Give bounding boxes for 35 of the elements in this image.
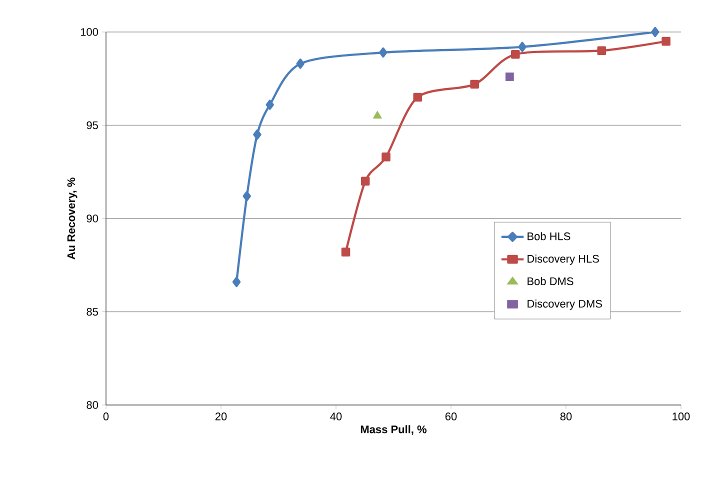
x-tick-label: 100 (672, 412, 690, 420)
y-tick-label: 100 (80, 28, 98, 36)
point (379, 47, 388, 58)
point (662, 36, 670, 46)
y-axis-title: Au Recovery, % (67, 178, 78, 260)
point (242, 191, 251, 202)
point (360, 176, 370, 186)
legend-label: Discovery DMS (528, 300, 602, 310)
point (470, 80, 479, 89)
point (341, 248, 350, 256)
point (382, 152, 390, 162)
point (296, 58, 304, 69)
legend-label: Bob HLS (528, 232, 570, 240)
y-tick-label: 85 (86, 308, 98, 316)
point (253, 129, 262, 140)
y-tick-label: 90 (86, 214, 98, 222)
y-tick-label: 95 (86, 121, 98, 130)
point (518, 42, 526, 52)
point (232, 276, 241, 288)
x-tick-label: 80 (560, 412, 572, 420)
point (505, 72, 514, 81)
legend-label: Bob DMS (528, 277, 574, 286)
x-tick-label: 40 (330, 412, 342, 420)
legend-label: Discovery HLS (528, 254, 599, 265)
point (266, 100, 274, 110)
x-tick-label: 0 (103, 412, 109, 420)
point (597, 46, 606, 56)
point (651, 26, 660, 38)
point (413, 92, 422, 102)
x-axis-title: Mass Pull, % (360, 425, 427, 435)
x-tick-label: 60 (445, 412, 457, 420)
y-tick-label: 80 (86, 401, 98, 409)
point (511, 50, 520, 59)
x-tick-label: 20 (215, 412, 227, 420)
point (372, 110, 382, 119)
